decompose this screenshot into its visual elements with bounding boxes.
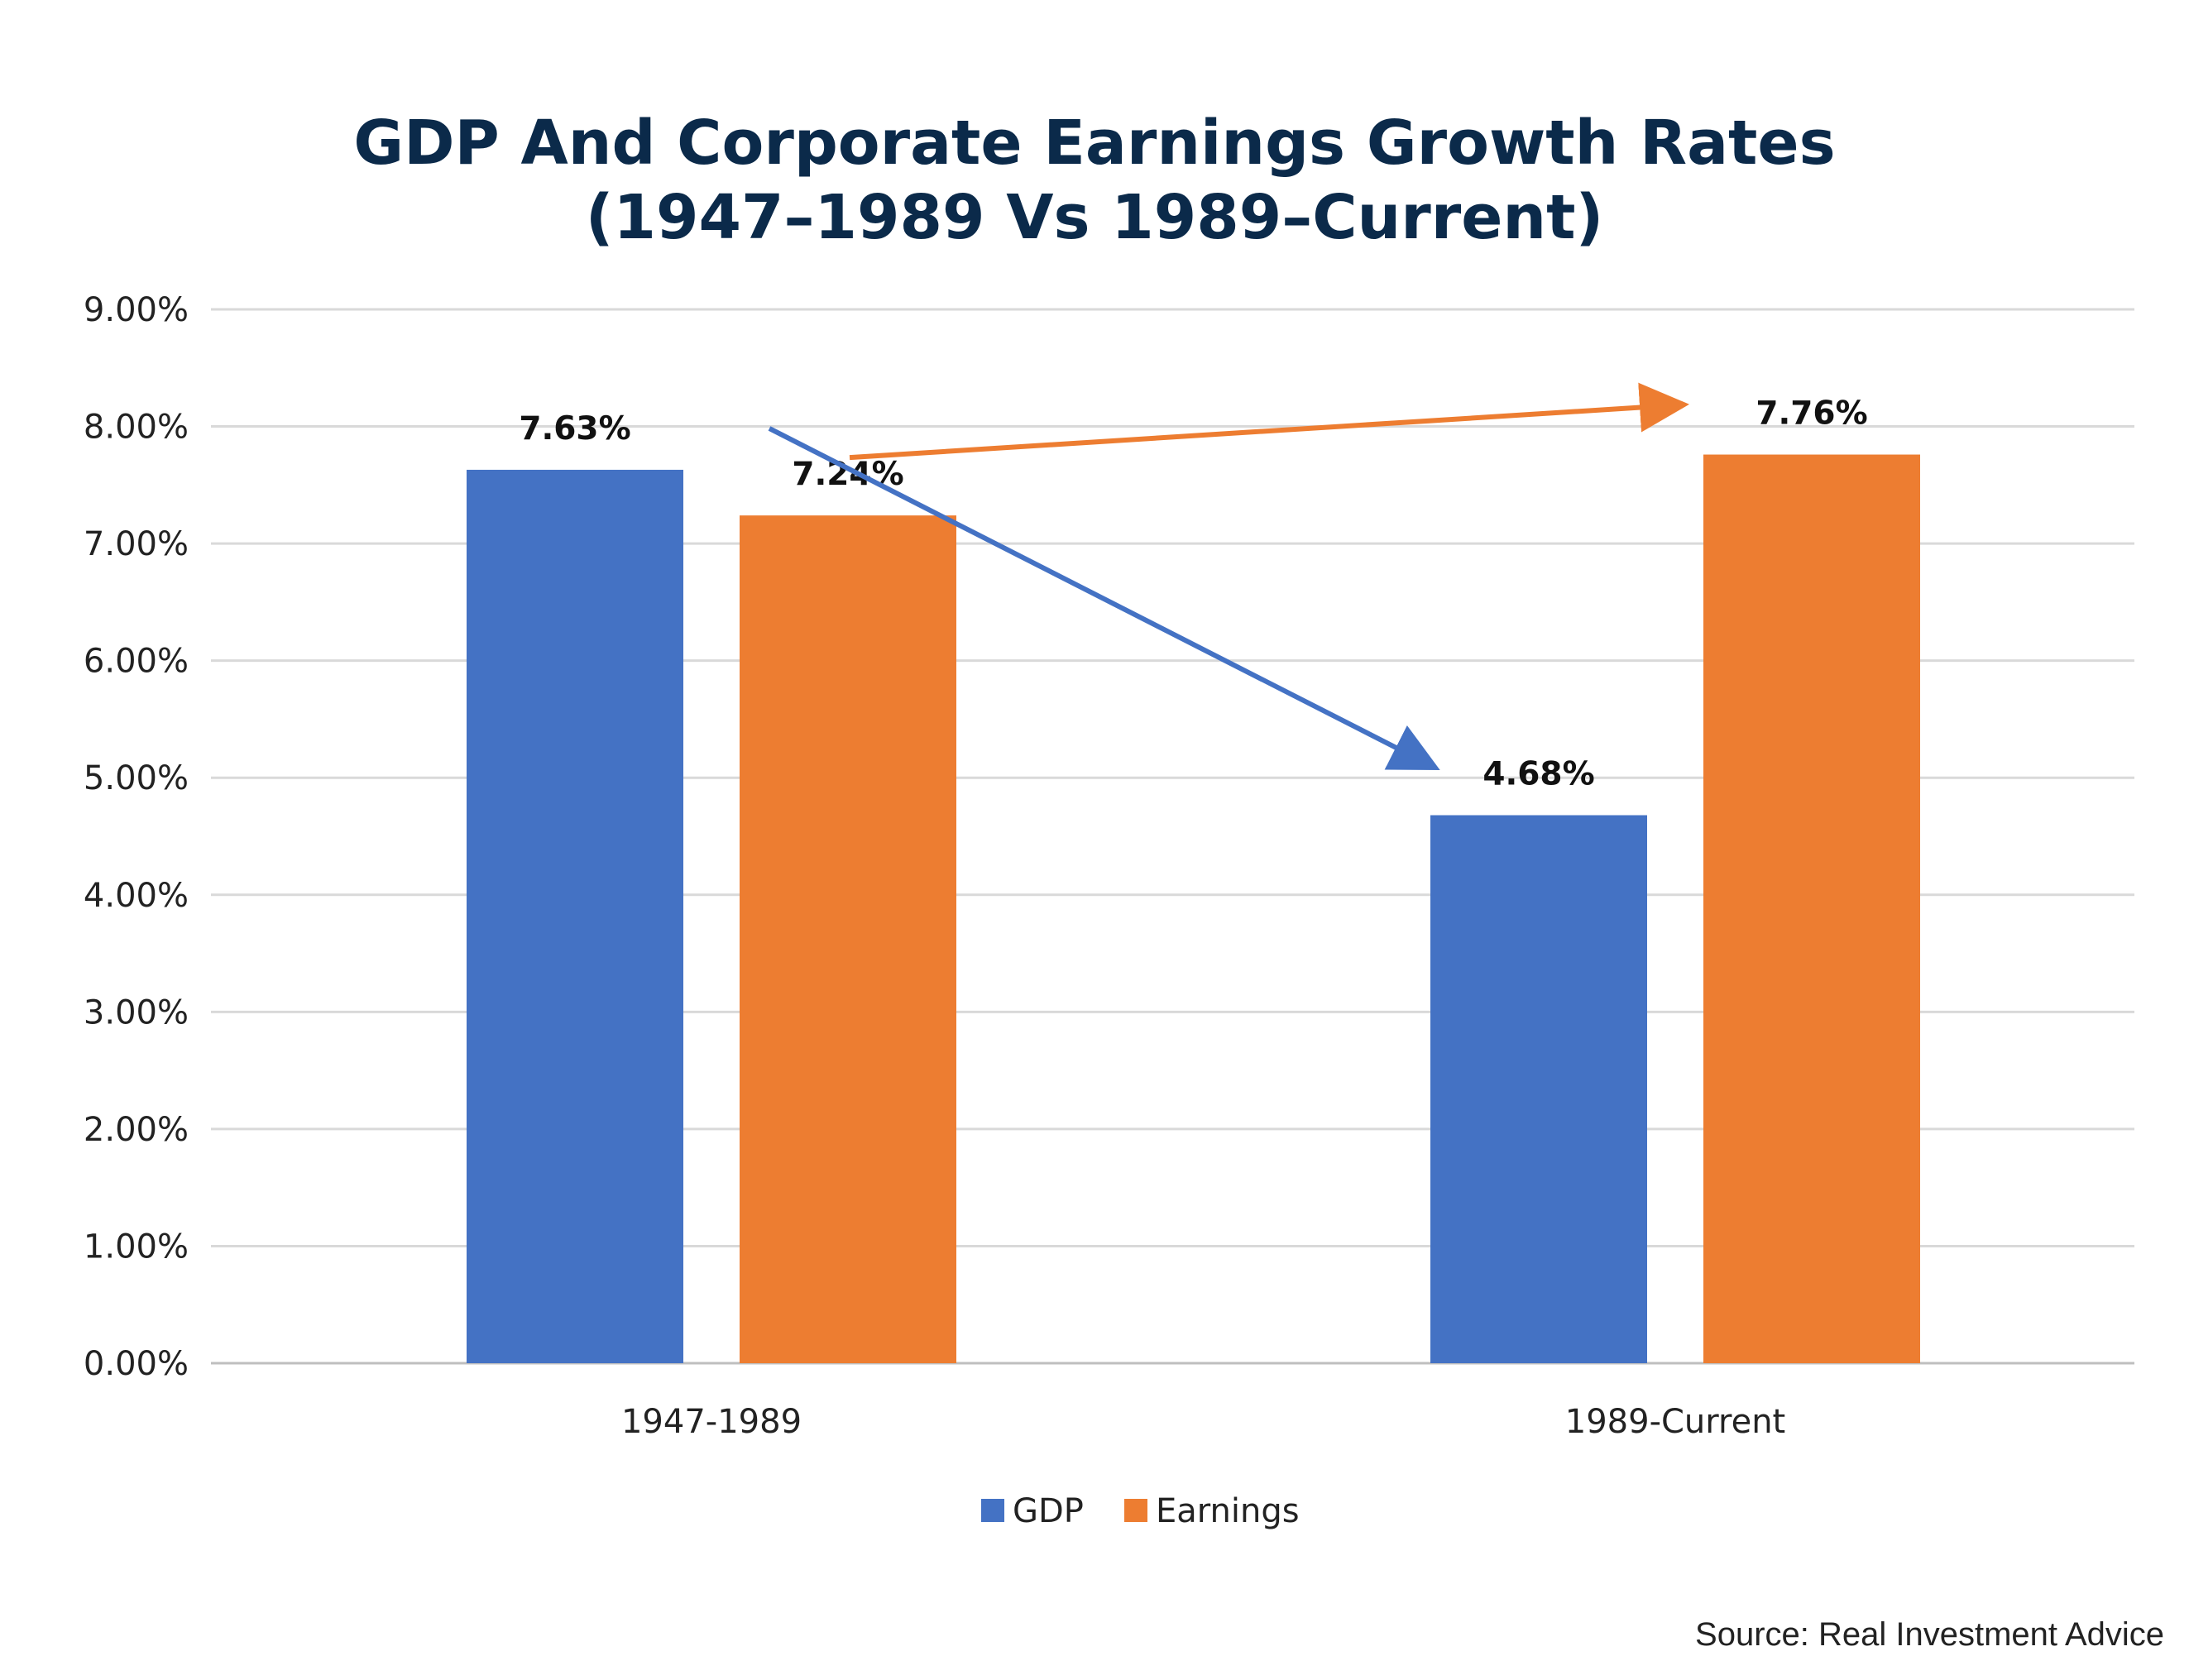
y-tick-label: 6.00% — [84, 643, 189, 681]
x-tick-label: 1947-1989 — [621, 1403, 802, 1441]
chart-title: GDP And Corporate Earnings Growth Rates — [353, 108, 1836, 179]
legend-label-gdp: GDP — [1013, 1492, 1084, 1530]
y-tick-label: 7.00% — [84, 525, 189, 563]
y-tick-label: 0.00% — [84, 1345, 189, 1383]
bar-gdp-1947-1989 — [467, 469, 683, 1363]
bar-gdp-1989-current — [1430, 815, 1647, 1363]
y-tick-label: 3.00% — [84, 993, 189, 1031]
bar-earnings-1989-current — [1703, 454, 1920, 1364]
x-tick-label: 1989-Current — [1565, 1403, 1785, 1441]
y-tick-label: 9.00% — [84, 291, 189, 329]
legend-label-earnings: Earnings — [1156, 1492, 1300, 1530]
data-label: 7.76% — [1756, 395, 1867, 433]
chart-subtitle: (1947–1989 Vs 1989–Current) — [585, 182, 1604, 253]
y-tick-label: 8.00% — [84, 409, 189, 447]
legend-swatch-gdp — [981, 1499, 1004, 1522]
trend-arrow-gdp — [768, 426, 1440, 770]
y-tick-label: 5.00% — [84, 759, 189, 797]
bar-earnings-1947-1989 — [740, 515, 956, 1364]
y-tick-label: 1.00% — [84, 1228, 189, 1266]
trend-arrow-earnings — [849, 382, 1689, 461]
data-label: 4.68% — [1482, 756, 1594, 793]
legend-swatch-earnings — [1124, 1499, 1147, 1522]
chart-title-block: GDP And Corporate Earnings Growth Rates … — [0, 106, 2189, 255]
y-tick-label: 2.00% — [84, 1111, 189, 1149]
source-note: Source: Real Investment Advice — [1695, 1616, 2164, 1653]
data-label: 7.63% — [519, 410, 630, 448]
y-tick-label: 4.00% — [84, 877, 189, 915]
